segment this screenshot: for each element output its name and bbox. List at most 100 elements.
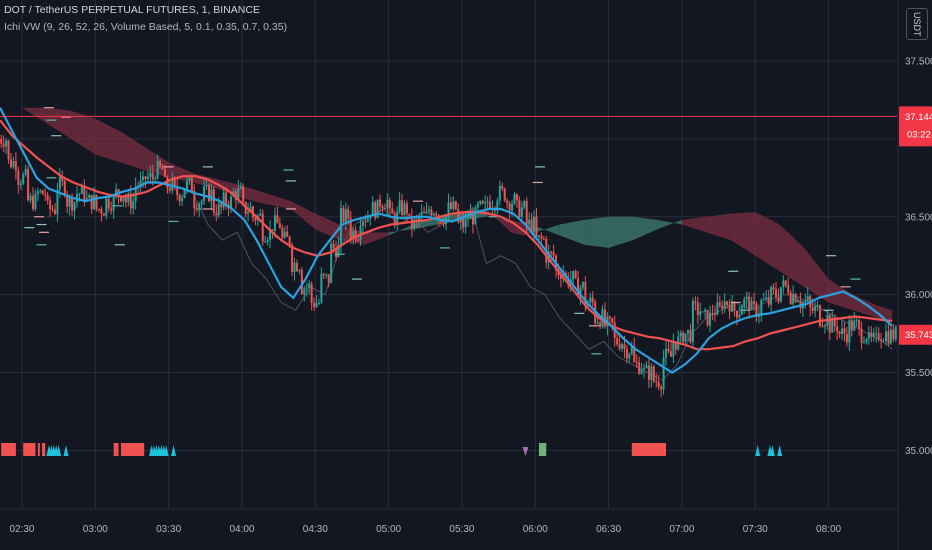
signal-up-triangle (63, 445, 69, 456)
candle-body (513, 194, 516, 204)
candle-body (630, 346, 633, 354)
candle-body (215, 213, 218, 216)
candle-body (313, 303, 316, 308)
cloud-segment (657, 219, 682, 230)
time-tick-label: 06:30 (596, 524, 621, 535)
candle-body (78, 193, 81, 195)
candle-body (577, 277, 580, 296)
candle-body (129, 193, 132, 209)
candle-body (772, 287, 775, 290)
candle-body (388, 199, 391, 209)
cloud-segment (70, 110, 96, 155)
candle-body (787, 285, 790, 293)
candle-body (200, 201, 203, 205)
candle-body (643, 368, 646, 370)
candle-body (51, 209, 54, 211)
price-tick-label: 37.500 (905, 56, 932, 67)
cloud-segment (364, 232, 389, 245)
candle-body (831, 317, 834, 333)
candle-body (237, 188, 240, 201)
candle-body (151, 173, 154, 179)
candle-body (254, 217, 257, 221)
candle-body (506, 200, 509, 204)
candle-body (449, 202, 452, 209)
candle-body (273, 215, 276, 231)
candle-body (44, 194, 47, 196)
candle-body (357, 239, 360, 241)
price-tick-label: 35.000 (905, 446, 932, 457)
candle-body (682, 332, 685, 342)
candle-body (581, 282, 584, 288)
symbol-title[interactable]: DOT / TetherUS PERPETUAL FUTURES, 1, BIN… (4, 4, 260, 16)
candle-body (535, 216, 538, 237)
time-tick-label: 07:00 (669, 524, 694, 535)
candle-body (132, 201, 135, 209)
candle-body (748, 296, 751, 310)
candle-body (88, 194, 91, 199)
candle-body (882, 340, 885, 342)
currency-button[interactable]: USDT (906, 8, 928, 40)
candle-body (5, 140, 8, 147)
candle-body (225, 192, 228, 205)
signal-bar (631, 443, 667, 456)
candle-body (420, 212, 423, 216)
price-tick-label: 35.500 (905, 368, 932, 379)
candle-body (618, 344, 621, 349)
candle-body (31, 196, 34, 210)
candle-body (447, 202, 450, 217)
cloud-segment (755, 212, 780, 272)
candle-body (97, 209, 100, 211)
candle-body (797, 300, 800, 302)
candle-body (537, 235, 540, 237)
candle-body (865, 338, 868, 343)
candle-body (799, 300, 802, 309)
candle-body (354, 230, 357, 240)
candle-body (486, 201, 489, 203)
time-tick-label: 03:00 (83, 524, 108, 535)
candle-body (647, 365, 650, 380)
candle-body (528, 219, 531, 225)
candle-body (660, 387, 663, 390)
candle-body (102, 214, 105, 216)
candle-body (386, 199, 389, 209)
candle-body (760, 300, 763, 315)
candle-body (90, 194, 93, 209)
candle-body (347, 209, 350, 219)
candle-body (706, 309, 709, 326)
candle-body (738, 315, 741, 318)
candle-body (589, 297, 592, 303)
candle-body (821, 325, 824, 327)
candle-body (489, 201, 492, 209)
candle-body (183, 188, 186, 199)
candle-body (672, 342, 675, 357)
candle-body (154, 178, 157, 180)
candle-body (95, 194, 98, 210)
candle-body (603, 309, 606, 327)
candle-body (750, 301, 753, 310)
candle-body (207, 185, 210, 202)
signal-bar (42, 443, 46, 456)
candle-body (293, 262, 296, 272)
candle-body (452, 201, 455, 209)
candle-body (369, 215, 372, 219)
candle-body (7, 140, 10, 160)
lagging-span (192, 193, 893, 381)
signal-bar (1, 443, 16, 456)
candle-body (745, 296, 748, 300)
cloud-segment (21, 107, 47, 124)
time-tick-label: 02:30 (9, 524, 34, 535)
candle-body (210, 189, 213, 202)
candle-body (403, 203, 406, 216)
time-tick-label: 07:30 (743, 524, 768, 535)
candle-body (156, 160, 159, 179)
time-tick-label: 08:00 (816, 524, 841, 535)
candle-body (755, 303, 758, 317)
candle-body (804, 300, 807, 303)
candle-body (85, 198, 88, 200)
candle-body (401, 200, 404, 216)
candle-body (159, 160, 162, 167)
candle-body (469, 212, 472, 219)
candle-body (608, 316, 611, 319)
indicator-legend[interactable]: Ichi VW (9, 26, 52, 26, Volume Based, 5,… (4, 21, 288, 33)
